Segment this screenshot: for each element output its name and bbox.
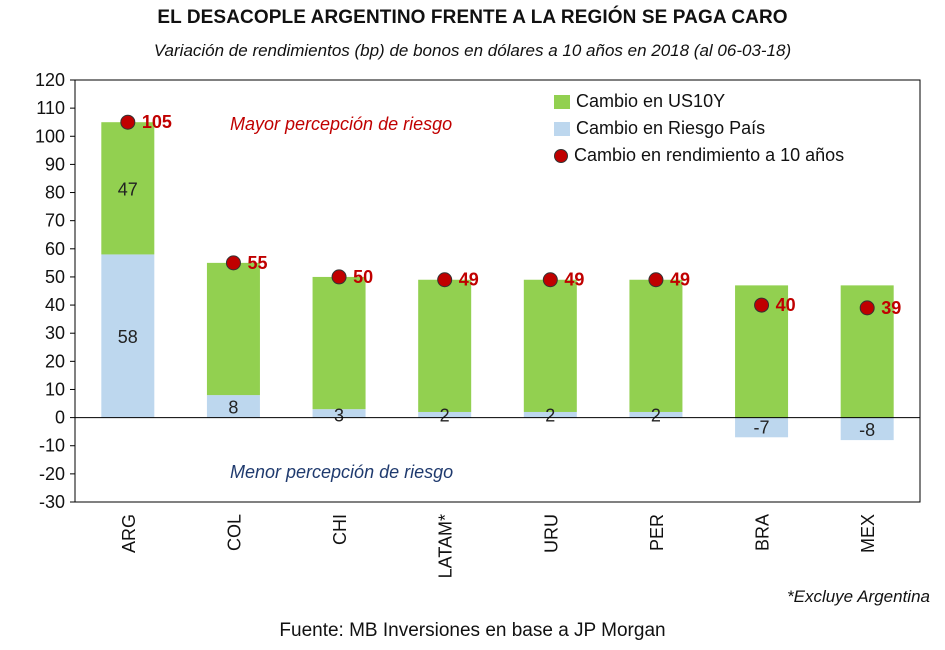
x-category-label: BRA xyxy=(753,514,773,551)
legend-item-rendimiento: Cambio en rendimiento a 10 años xyxy=(550,142,844,169)
data-label-rendimiento: 105 xyxy=(142,112,172,132)
data-label-riesgo: -8 xyxy=(859,420,875,440)
y-tick-label: 120 xyxy=(35,70,65,90)
data-label-rendimiento: 49 xyxy=(670,270,690,290)
data-label-rendimiento: 49 xyxy=(459,270,479,290)
x-category-label: ARG xyxy=(119,514,139,553)
y-tick-label: 80 xyxy=(45,183,65,203)
legend-swatch-us10y xyxy=(554,94,570,109)
bar-riesgo-pais xyxy=(418,411,472,418)
y-tick-label: -20 xyxy=(39,464,65,484)
x-category-label: URU xyxy=(541,514,561,553)
marker-rendimiento xyxy=(754,297,770,313)
data-label-rendimiento: 50 xyxy=(353,267,373,287)
y-tick-label: 60 xyxy=(45,239,65,259)
annotation-lower: Menor percepción de riesgo xyxy=(230,462,454,482)
data-label-riesgo: 2 xyxy=(651,406,661,426)
data-label-riesgo: 2 xyxy=(440,406,450,426)
y-tick-label: 20 xyxy=(45,351,65,371)
marker-rendimiento xyxy=(648,272,664,288)
bar-riesgo-pais xyxy=(629,411,683,418)
annotation-upper: Mayor percepción de riesgo xyxy=(230,114,453,134)
marker-rendimiento xyxy=(225,255,241,271)
bar-us10y xyxy=(523,279,577,412)
legend-label-riesgo: Cambio en Riesgo País xyxy=(576,118,766,138)
data-label-rendimiento: 49 xyxy=(564,270,584,290)
bar-riesgo-pais xyxy=(312,409,366,418)
chart-subtitle: Variación de rendimientos (bp) de bonos … xyxy=(153,41,792,60)
bar-riesgo-pais xyxy=(101,254,155,418)
marker-rendimiento xyxy=(859,300,875,316)
bar-us10y xyxy=(312,276,366,410)
data-label-rendimiento: 55 xyxy=(247,253,267,273)
bar-riesgo-pais xyxy=(206,395,260,418)
legend-label-us10y: Cambio en US10Y xyxy=(576,91,726,111)
x-category-label: LATAM* xyxy=(436,514,456,578)
marker-rendimiento xyxy=(120,114,136,130)
data-label-rendimiento: 40 xyxy=(776,295,796,315)
bar-riesgo-pais xyxy=(523,411,577,418)
y-tick-label: 90 xyxy=(45,154,65,174)
y-tick-label: 110 xyxy=(36,98,65,118)
legend-item-us10y: Cambio en US10Y xyxy=(550,88,844,115)
marker-rendimiento xyxy=(437,272,453,288)
data-label-riesgo: 8 xyxy=(228,397,238,417)
y-tick-label: 40 xyxy=(45,295,65,315)
legend-item-riesgo: Cambio en Riesgo País xyxy=(550,115,844,142)
footnote: *Excluye Argentina xyxy=(786,587,930,606)
x-category-label: PER xyxy=(647,514,667,551)
y-tick-label: 70 xyxy=(45,211,65,231)
bar-us10y xyxy=(101,122,155,255)
y-tick-label: 50 xyxy=(45,267,65,287)
y-tick-label: 0 xyxy=(55,408,65,428)
legend-label-rendimiento: Cambio en rendimiento a 10 años xyxy=(574,145,845,165)
bar-us10y xyxy=(418,279,472,412)
data-label-riesgo: 3 xyxy=(334,406,344,426)
y-tick-label: 10 xyxy=(45,379,65,399)
y-tick-label: -30 xyxy=(39,492,65,512)
x-category-label: COL xyxy=(224,514,244,551)
bar-us10y xyxy=(206,262,260,396)
y-tick-label: -10 xyxy=(39,436,65,456)
legend: Cambio en US10Y Cambio en Riesgo País Ca… xyxy=(550,88,845,169)
bar-us10y xyxy=(629,279,683,412)
data-label-us10y: 47 xyxy=(118,179,138,199)
legend-swatch-riesgo xyxy=(554,121,570,136)
marker-rendimiento xyxy=(331,269,347,285)
marker-rendimiento xyxy=(542,272,558,288)
x-category-label: CHI xyxy=(330,514,350,545)
chart-title: EL DESACOPLE ARGENTINO FRENTE A LA REGIÓ… xyxy=(157,7,788,28)
bar-riesgo-pais xyxy=(840,417,894,441)
x-category-label: MEX xyxy=(858,514,878,553)
plot-frame xyxy=(74,79,921,503)
data-label-riesgo: 2 xyxy=(545,406,555,426)
bar-riesgo-pais xyxy=(735,417,789,438)
data-label-riesgo: 58 xyxy=(118,327,138,347)
y-tick-label: 100 xyxy=(35,126,65,146)
source-note: Fuente: MB Inversiones en base a JP Morg… xyxy=(279,620,666,641)
y-tick-label: 30 xyxy=(45,323,65,343)
legend-marker-rendimiento xyxy=(554,148,568,163)
data-label-rendimiento: 39 xyxy=(881,298,901,318)
data-label-riesgo: -7 xyxy=(754,417,770,437)
